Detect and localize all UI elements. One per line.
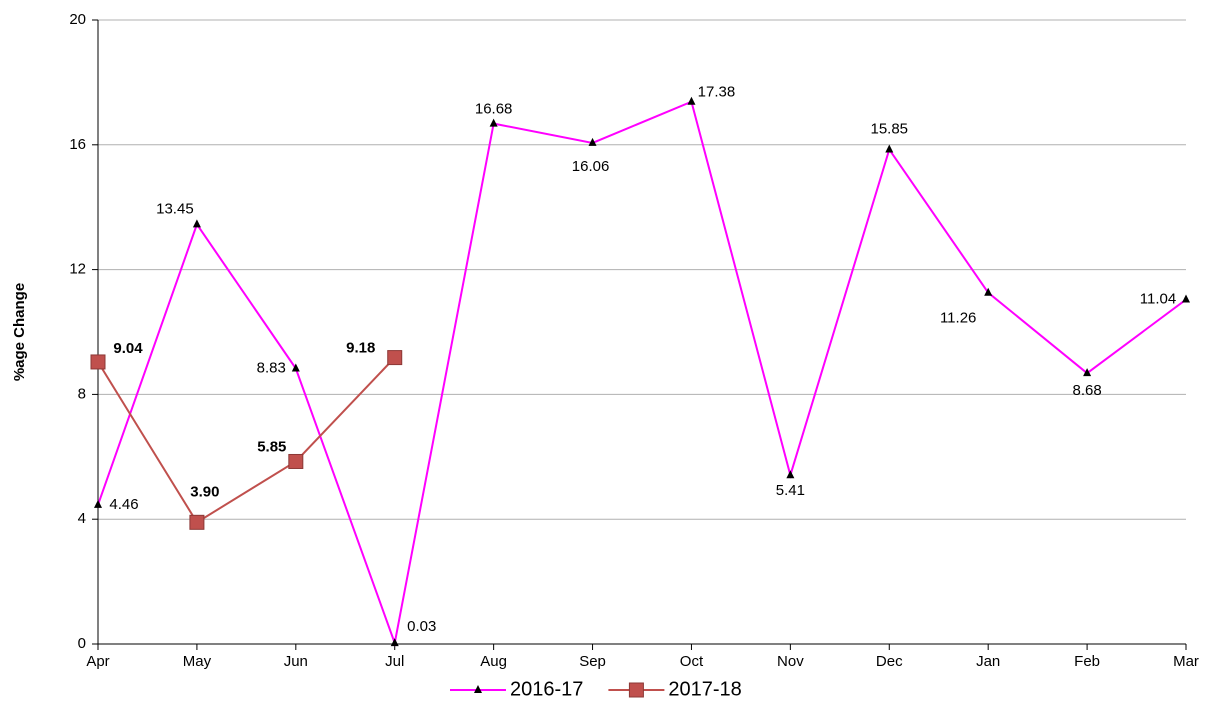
point-marker [885,144,894,153]
data-label: 15.85 [870,120,908,137]
point-marker [687,96,696,105]
legend-marker [628,682,644,698]
y-tick-label: 16 [69,136,86,153]
point-marker [387,350,403,366]
point-marker [390,638,399,647]
data-label: 11.26 [940,310,976,327]
y-tick-label: 0 [78,635,86,652]
series-line [97,356,396,524]
x-tick-label: Jun [284,653,308,670]
point-marker [192,219,201,228]
legend-label: 2016-17 [510,678,583,700]
point-marker [1182,294,1190,303]
x-tick-label: May [183,653,212,670]
data-label: 5.85 [257,438,286,455]
data-label: 9.04 [113,340,143,357]
data-label: 16.06 [572,158,610,175]
y-tick-label: 8 [78,385,86,402]
x-tick-label: Nov [777,653,804,670]
point-marker [489,118,498,127]
data-label: 13.45 [156,200,194,217]
y-tick-label: 12 [69,261,86,278]
y-axis-label: %age Change [11,283,28,381]
x-tick-label: Apr [86,653,109,670]
data-label: 3.90 [190,483,219,500]
data-label: 0.03 [407,618,436,635]
x-tick-label: Mar [1173,653,1199,670]
data-label: 17.38 [698,84,736,101]
x-tick-label: Oct [680,653,704,670]
legend-marker [474,685,482,693]
point-marker [90,354,106,370]
data-label: 9.18 [346,340,375,357]
point-marker [291,363,300,372]
point-marker [588,137,597,146]
point-marker [288,453,304,469]
data-label: 4.46 [109,496,138,513]
data-label: 8.68 [1072,382,1101,399]
data-label: 11.04 [1140,291,1176,308]
x-tick-label: Aug [480,653,507,670]
y-tick-label: 4 [78,510,86,527]
data-label: 16.68 [475,101,513,118]
legend-label: 2017-18 [668,678,741,700]
x-tick-label: Sep [579,653,606,670]
point-marker [1083,368,1092,377]
series-line [97,100,1187,647]
point-marker [984,287,993,296]
point-marker [786,470,795,479]
x-tick-label: Feb [1074,653,1100,670]
x-tick-label: Jul [385,653,404,670]
y-tick-label: 20 [69,11,86,28]
x-tick-label: Jan [976,653,1000,670]
data-label: 8.83 [257,359,286,376]
x-tick-label: Dec [876,653,903,670]
data-label: 5.41 [776,482,805,499]
point-marker [189,514,205,530]
point-marker [94,499,102,508]
